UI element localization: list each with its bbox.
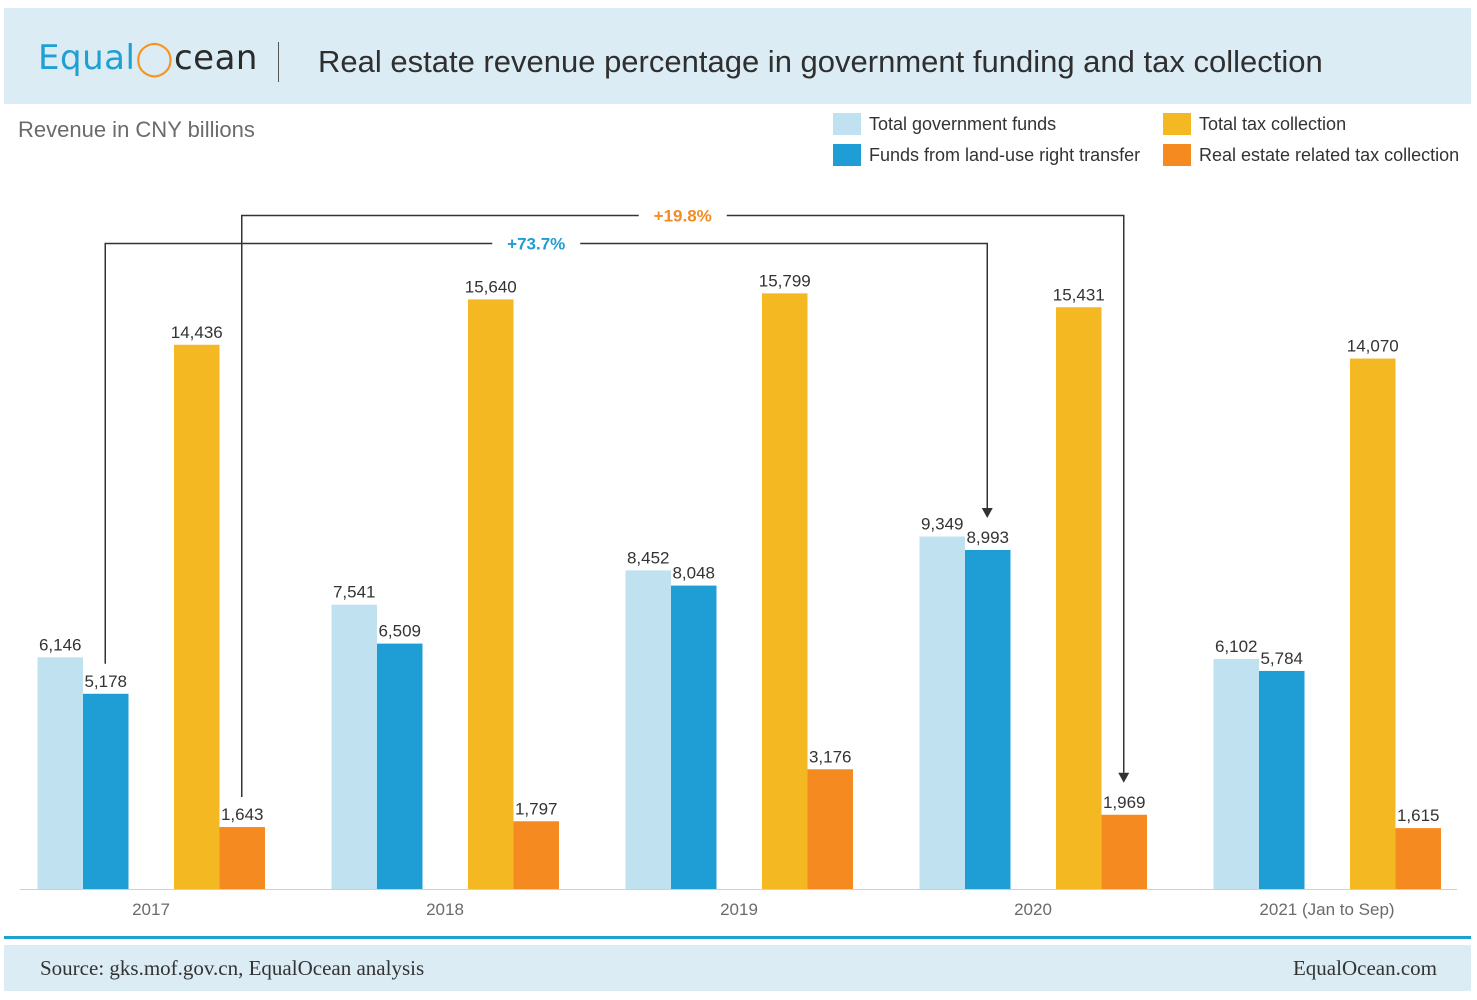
chart-title: Real estate revenue percentage in govern… xyxy=(318,44,1323,79)
data-label: 14,436 xyxy=(171,323,223,342)
bar xyxy=(1259,670,1305,889)
data-label: 15,431 xyxy=(1053,285,1105,304)
bar xyxy=(807,769,853,889)
legend-swatch-total-government-funds xyxy=(833,113,861,135)
growth-arrow-left-segment xyxy=(104,242,493,664)
x-tick-label: 2020 xyxy=(1014,900,1052,919)
bar xyxy=(1350,358,1396,889)
equalocean-logo: Equal◯cean xyxy=(38,38,258,78)
legend-label-total-tax: Total tax collection xyxy=(1199,114,1347,134)
bar xyxy=(1101,814,1147,889)
bar xyxy=(174,344,220,889)
growth-annotation-label: +73.7% xyxy=(507,235,565,254)
bar xyxy=(919,536,965,889)
data-label: 14,070 xyxy=(1347,337,1399,356)
logo-o-ring-icon: ◯ xyxy=(135,38,174,78)
bar xyxy=(671,585,717,889)
data-label: 7,541 xyxy=(333,583,376,602)
growth-annotation-label: +19.8% xyxy=(654,207,712,226)
header-banner: Equal◯cean Real estate revenue percentag… xyxy=(4,8,1471,104)
growth-arrowhead xyxy=(981,507,993,518)
bar xyxy=(377,643,423,889)
x-tick-label: 2017 xyxy=(132,900,170,919)
bar xyxy=(37,657,83,889)
legend-label-total-government-funds: Total government funds xyxy=(869,114,1057,134)
bar xyxy=(219,827,265,889)
bar xyxy=(965,549,1011,889)
x-tick-label: 2019 xyxy=(720,900,758,919)
growth-arrowhead xyxy=(1118,772,1130,783)
bar xyxy=(625,570,671,889)
website-link: EqualOcean.com xyxy=(1292,956,1437,980)
x-tick-label: 2021 (Jan to Sep) xyxy=(1259,900,1394,919)
bar xyxy=(331,604,377,889)
bar xyxy=(762,293,808,889)
data-label: 6,102 xyxy=(1215,637,1258,656)
growth-arrow-right-segment xyxy=(726,214,1125,773)
data-label: 1,797 xyxy=(515,799,558,818)
data-label: 8,452 xyxy=(627,548,670,567)
data-label: 15,799 xyxy=(759,271,811,290)
data-label: 5,784 xyxy=(1260,649,1303,668)
bar xyxy=(83,693,129,889)
bar xyxy=(468,299,514,889)
chart-subtitle: Revenue in CNY billions xyxy=(18,117,255,142)
legend-swatch-real-estate-tax xyxy=(1163,144,1191,166)
legend-label-real-estate-tax: Real estate related tax collection xyxy=(1199,145,1460,165)
data-label: 1,969 xyxy=(1103,793,1146,812)
data-label: 8,048 xyxy=(672,564,715,583)
bar xyxy=(1213,658,1259,889)
legend-label-land-use-funds: Funds from land-use right transfer xyxy=(869,145,1141,165)
data-label: 9,349 xyxy=(921,515,964,534)
data-label: 3,176 xyxy=(809,747,852,766)
logo-prefix: Equal xyxy=(38,38,136,78)
header-divider xyxy=(278,42,279,82)
footer-banner: Source: gks.mof.gov.cn, EqualOcean analy… xyxy=(4,945,1471,991)
growth-arrow-left-segment xyxy=(241,214,639,798)
data-label: 1,643 xyxy=(221,805,264,824)
x-tick-label: 2018 xyxy=(426,900,464,919)
legend-swatch-land-use-funds xyxy=(833,144,861,166)
data-label: 8,993 xyxy=(966,528,1009,547)
bar xyxy=(1056,307,1102,889)
legend-swatch-total-tax xyxy=(1163,113,1191,135)
bar xyxy=(1395,828,1441,889)
bar xyxy=(513,821,559,889)
data-label: 5,178 xyxy=(84,672,127,691)
data-label: 15,640 xyxy=(465,277,517,296)
data-label: 1,615 xyxy=(1397,806,1440,825)
growth-arrow-right-segment xyxy=(580,242,988,508)
source-note: Source: gks.mof.gov.cn, EqualOcean analy… xyxy=(40,956,425,980)
data-label: 6,146 xyxy=(39,635,82,654)
footer-rule xyxy=(4,936,1471,939)
data-label: 6,509 xyxy=(378,622,421,641)
logo-suffix: cean xyxy=(173,38,258,78)
